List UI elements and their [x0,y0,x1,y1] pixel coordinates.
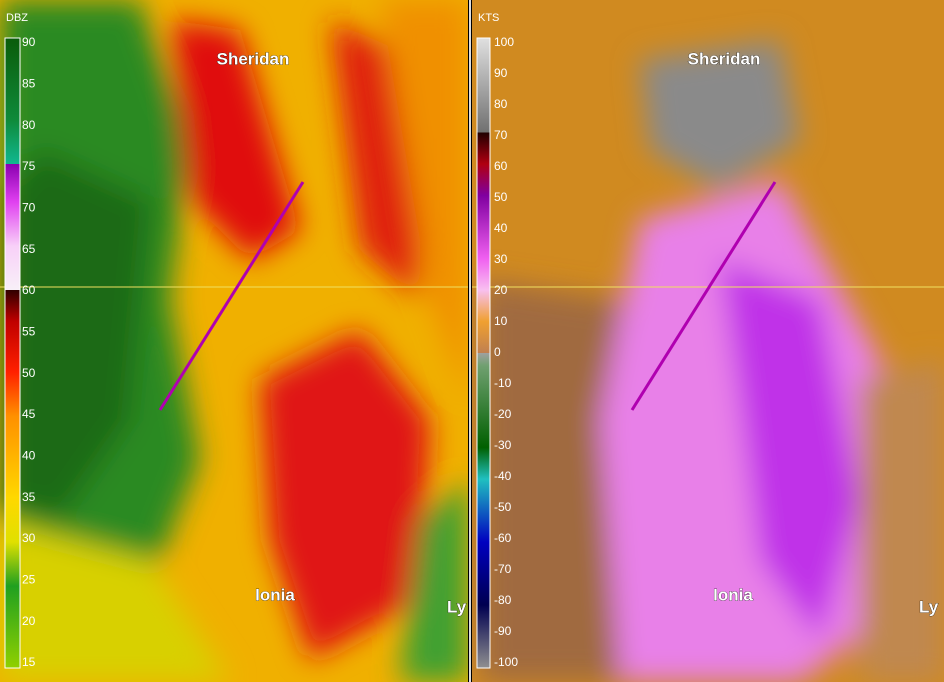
scale-label: -90 [494,624,512,638]
scale-label: 85 [22,77,36,91]
scale-label: 50 [494,190,508,204]
scale-label: 90 [22,35,36,49]
place-label: Ionia [255,585,295,604]
scale-label: 25 [22,573,36,587]
scale-label: 75 [22,159,36,173]
scale-label: 35 [22,490,36,504]
place-label: Sheridan [217,49,290,68]
scale-label: 100 [494,35,514,49]
scale-label: 70 [494,128,508,142]
place-label: Ionia [713,585,753,604]
scale-label: 45 [22,407,36,421]
scale-label: 20 [494,283,508,297]
scale-label: -20 [494,407,512,421]
scale-label: 0 [494,345,501,359]
scale-label: -80 [494,593,512,607]
scale-label: -30 [494,438,512,452]
place-label: Ly [447,597,467,616]
scale-label: -10 [494,376,512,390]
scale-label: 80 [22,118,36,132]
scale-label: -100 [494,655,518,669]
scale-label: 90 [494,66,508,80]
scale-label: 30 [22,531,36,545]
scale-label: 60 [494,159,508,173]
scale-label: 70 [22,201,36,215]
scale-label: 20 [22,614,36,628]
velocity-map [472,0,944,682]
scale-label: -60 [494,531,512,545]
reflectivity-map [0,0,468,682]
scale-label: 60 [22,283,36,297]
scale-label: 40 [494,221,508,235]
unit-label: KTS [478,12,499,24]
unit-label: DBZ [6,12,28,24]
scale-label: -50 [494,500,512,514]
place-label: Ly [919,597,939,616]
scale-label: 10 [494,314,508,328]
scale-label: -40 [494,469,512,483]
scale-label: 80 [494,97,508,111]
scale-label: -70 [494,562,512,576]
scale-label: 15 [22,655,36,669]
scale-label: 40 [22,449,36,463]
scale-label: 55 [22,325,36,339]
scale-label: 65 [22,242,36,256]
place-label: Sheridan [688,49,761,68]
scale-label: 50 [22,366,36,380]
scale-label: 30 [494,252,508,266]
